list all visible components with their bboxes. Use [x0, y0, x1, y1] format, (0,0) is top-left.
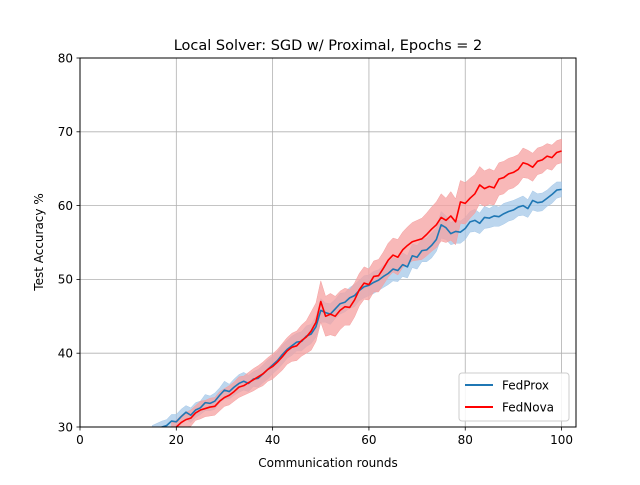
- x-axis-label: Communication rounds: [258, 456, 398, 470]
- y-tick-label: 80: [58, 51, 73, 65]
- y-tick-label: 40: [58, 347, 73, 361]
- plot-frame: [79, 57, 577, 428]
- legend-fedprox-label: FedProx: [502, 379, 549, 393]
- y-tick-label: 50: [58, 273, 73, 287]
- legend-fednova-label: FedNova: [502, 401, 554, 415]
- x-tick-label: 20: [169, 433, 184, 447]
- y-axis-label: Test Accuracy %: [32, 193, 46, 291]
- x-tick-label: 0: [76, 433, 84, 447]
- x-tick-label: 100: [550, 433, 573, 447]
- fednova-line: [174, 150, 562, 427]
- y-tick-label: 70: [58, 125, 73, 139]
- x-tick-label: 60: [361, 433, 376, 447]
- y-tick-label: 60: [58, 199, 73, 213]
- legend: FedProx FedNova: [458, 372, 570, 422]
- axis-ticks: 0 20 40 60 80 100 30 40 50 60 70 80: [58, 51, 573, 447]
- y-tick-label: 30: [58, 420, 73, 434]
- x-tick-label: 80: [458, 433, 473, 447]
- chart-title: Local Solver: SGD w/ Proximal, Epochs = …: [174, 38, 483, 54]
- grid: [79, 57, 576, 428]
- series-lines: [160, 150, 562, 427]
- x-tick-label: 40: [265, 433, 280, 447]
